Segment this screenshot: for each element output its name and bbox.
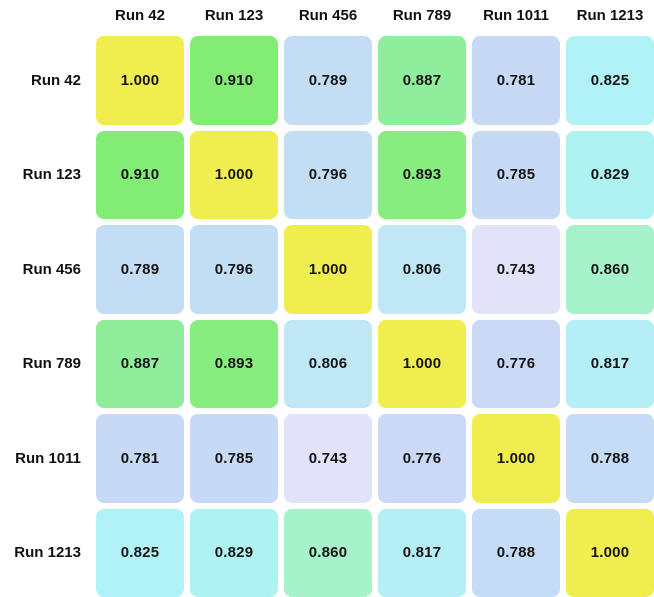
heatmap-cell: 0.887: [378, 36, 466, 125]
row-header-1: Run 42: [30, 71, 81, 89]
heatmap-cell: 0.789: [96, 225, 184, 314]
heatmap-cell: 0.910: [190, 36, 278, 125]
row-header-5: Run 1011: [15, 449, 81, 467]
heatmap-cell: 1.000: [96, 36, 184, 125]
heatmap-cell: 0.825: [96, 508, 184, 597]
heatmap-cell: 0.860: [566, 225, 654, 314]
heatmap-cell: 0.743: [472, 225, 560, 314]
heatmap-cell: 1.000: [472, 414, 560, 503]
heatmap-cell: 0.776: [472, 319, 560, 408]
column-header-4: Run 789: [392, 6, 452, 24]
heatmap-cell: 0.893: [378, 130, 466, 219]
corner-spacer: [0, 0, 90, 30]
column-header-6: Run 1213: [576, 6, 644, 24]
column-header-3: Run 456: [298, 6, 358, 24]
heatmap-cell: 0.781: [96, 414, 184, 503]
heatmap-cell: 0.825: [566, 36, 654, 125]
heatmap-cell: 0.829: [566, 130, 654, 219]
heatmap-cell: 1.000: [190, 130, 278, 219]
row-header-2: Run 123: [22, 166, 81, 184]
heatmap-cell: 0.860: [284, 508, 372, 597]
heatmap-cell: 0.806: [284, 319, 372, 408]
row-header-3: Run 456: [22, 260, 81, 278]
heatmap-cell: 1.000: [284, 225, 372, 314]
row-header-6: Run 1213: [14, 544, 81, 562]
column-header-2: Run 123: [204, 6, 264, 24]
heatmap-cell: 0.817: [566, 319, 654, 408]
heatmap-cell: 0.789: [284, 36, 372, 125]
heatmap-cell: 0.893: [190, 319, 278, 408]
heatmap-cell: 0.788: [472, 508, 560, 597]
row-header-4: Run 789: [22, 355, 81, 373]
heatmap-cell: 1.000: [378, 319, 466, 408]
heatmap-cell: 0.817: [378, 508, 466, 597]
heatmap-cell: 0.910: [96, 130, 184, 219]
column-header-5: Run 1011: [483, 6, 549, 24]
heatmap-cell: 0.796: [284, 130, 372, 219]
heatmap-cell: 0.796: [190, 225, 278, 314]
heatmap-cell: 0.887: [96, 319, 184, 408]
column-header-1: Run 42: [114, 6, 165, 24]
heatmap-cell: 0.788: [566, 414, 654, 503]
heatmap-cell: 0.776: [378, 414, 466, 503]
heatmap-cell: 0.806: [378, 225, 466, 314]
heatmap-cell: 1.000: [566, 508, 654, 597]
heatmap-cell: 0.829: [190, 508, 278, 597]
heatmap-cell: 0.785: [472, 130, 560, 219]
heatmap-cell: 0.785: [190, 414, 278, 503]
heatmap-cell: 0.781: [472, 36, 560, 125]
heatmap-cell: 0.743: [284, 414, 372, 503]
